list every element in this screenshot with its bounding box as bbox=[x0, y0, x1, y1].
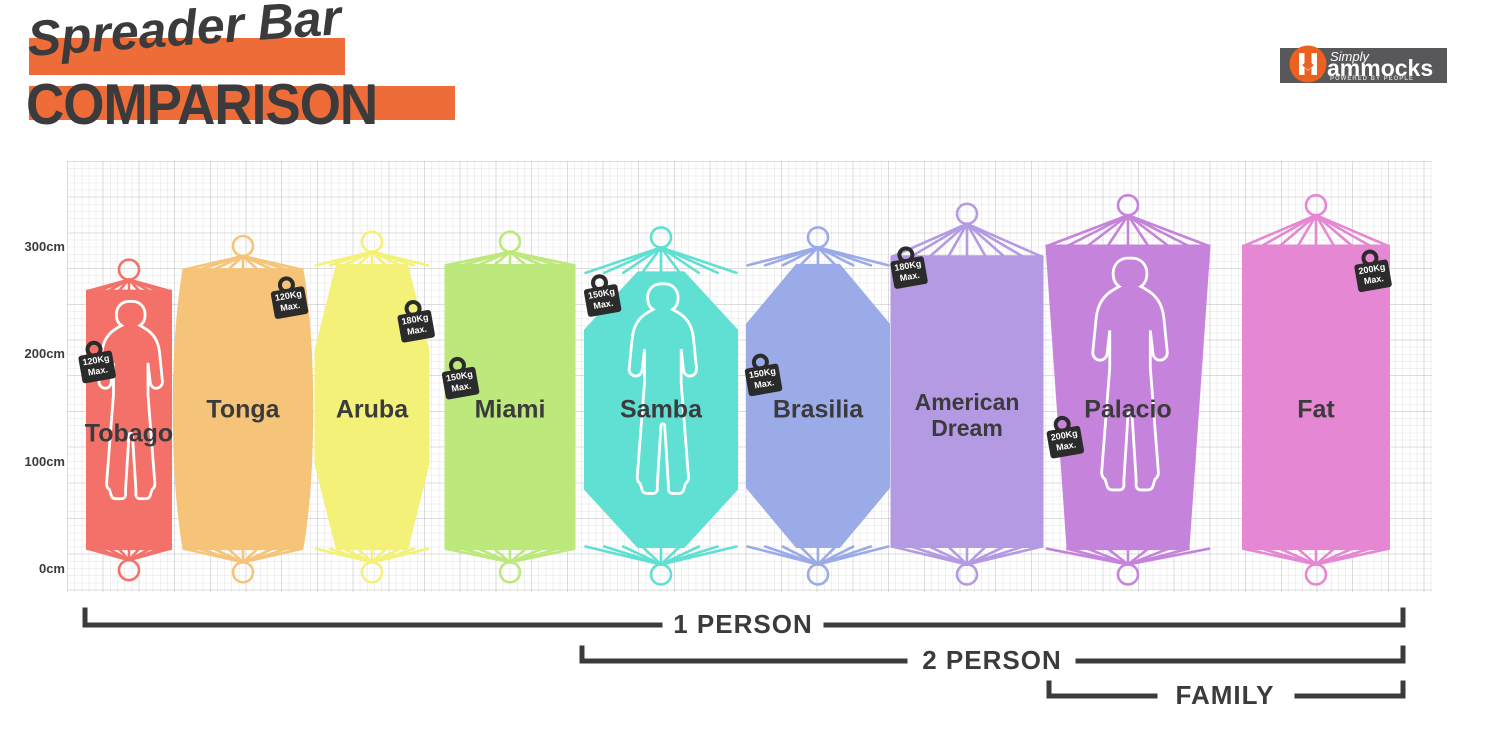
svg-text:1 PERSON: 1 PERSON bbox=[673, 609, 813, 639]
svg-text:FAMILY: FAMILY bbox=[1176, 680, 1275, 710]
svg-text:2 PERSON: 2 PERSON bbox=[922, 645, 1062, 675]
